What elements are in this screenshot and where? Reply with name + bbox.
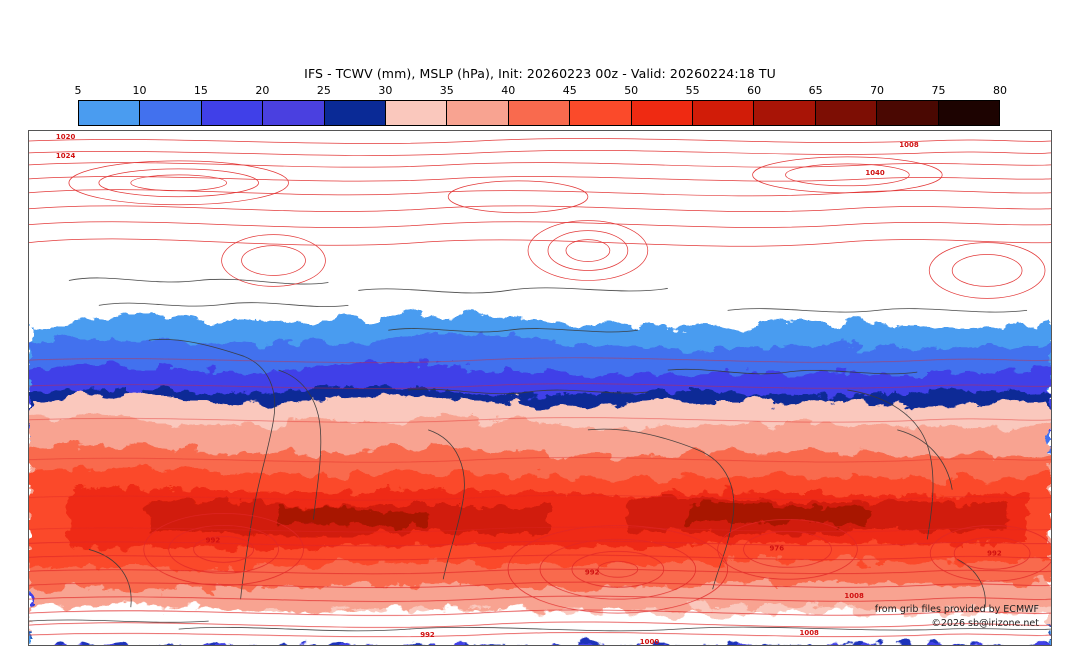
svg-text:992: 992 xyxy=(206,536,221,544)
colorbar-tick-60: 60 xyxy=(747,84,762,97)
colorbar-swatch-60 xyxy=(754,101,816,125)
isobar-labels: 1020 1024 1008 1040 992 992 976 1008 992… xyxy=(56,133,1002,645)
svg-text:992: 992 xyxy=(420,631,435,639)
colorbar-swatch-30 xyxy=(386,101,448,125)
colorbar-swatches xyxy=(78,100,1000,126)
svg-text:1000: 1000 xyxy=(640,638,660,645)
colorbar-swatch-50 xyxy=(631,101,694,125)
colorbar-tick-70: 70 xyxy=(870,84,885,97)
colorbar-swatch-75 xyxy=(938,101,1000,125)
svg-text:1020: 1020 xyxy=(56,133,76,141)
colorbar-swatch-5 xyxy=(79,101,141,125)
colorbar-tick-65: 65 xyxy=(808,84,823,97)
colorbar-swatch-45 xyxy=(570,101,632,125)
colorbar-tick-20: 20 xyxy=(255,84,270,97)
colorbar-swatch-65 xyxy=(815,101,878,125)
colorbar xyxy=(78,100,1000,126)
colorbar-swatch-25 xyxy=(324,101,387,125)
colorbar-tick-15: 15 xyxy=(193,84,208,97)
colorbar-ticks: 5 10 15 20 25 30 35 40 45 50 55 60 65 70 75 80 xyxy=(74,84,1008,98)
colorbar-tick-5: 5 xyxy=(74,84,82,97)
colorbar-swatch-40 xyxy=(508,101,571,125)
colorbar-tick-30: 30 xyxy=(378,84,393,97)
colorbar-tick-55: 55 xyxy=(685,84,700,97)
colorbar-swatch-55 xyxy=(693,101,755,125)
svg-text:1008: 1008 xyxy=(844,592,864,600)
colorbar-swatch-15 xyxy=(201,101,264,125)
tcwv-mslp-field: 1020 1024 1008 1040 992 992 976 1008 992… xyxy=(29,131,1051,645)
svg-text:1008: 1008 xyxy=(899,141,919,149)
svg-text:992: 992 xyxy=(585,568,600,576)
colorbar-swatch-35 xyxy=(447,101,509,125)
map-canvas[interactable]: 1020 1024 1008 1040 992 992 976 1008 992… xyxy=(28,130,1052,646)
svg-text:992: 992 xyxy=(987,549,1002,557)
colorbar-swatch-70 xyxy=(877,101,939,125)
svg-text:1008: 1008 xyxy=(799,629,819,637)
colorbar-tick-25: 25 xyxy=(316,84,331,97)
svg-text:1040: 1040 xyxy=(865,169,885,177)
colorbar-swatch-20 xyxy=(263,101,325,125)
colorbar-tick-80: 80 xyxy=(993,84,1007,97)
colorbar-tick-35: 35 xyxy=(439,84,454,97)
colorbar-swatch-10 xyxy=(140,101,202,125)
colorbar-tick-50: 50 xyxy=(624,84,639,97)
colorbar-tick-10: 10 xyxy=(132,84,147,97)
page-title: IFS - TCWV (mm), MSLP (hPa), Init: 20260… xyxy=(304,66,776,81)
colorbar-tick-45: 45 xyxy=(562,84,577,97)
svg-text:1024: 1024 xyxy=(56,152,76,160)
colorbar-tick-40: 40 xyxy=(501,84,516,97)
colorbar-tick-75: 75 xyxy=(931,84,946,97)
svg-text:976: 976 xyxy=(770,544,785,552)
